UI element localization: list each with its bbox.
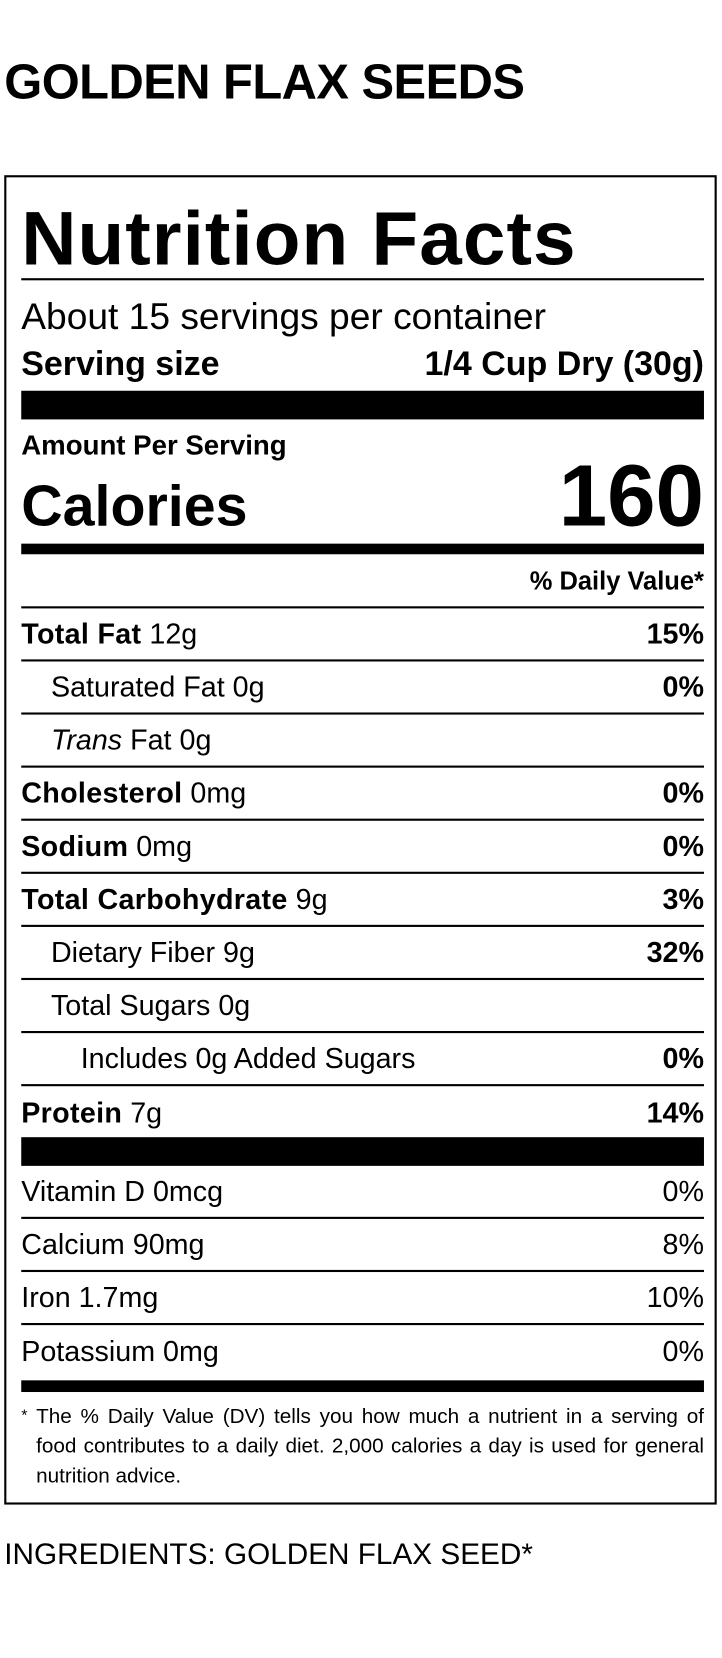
nutrient-label: Sodium 0mg: [21, 830, 192, 863]
vitamin-row: Iron 1.7mg 10%: [21, 1272, 704, 1326]
nutrient-label: Trans Fat 0g: [21, 724, 211, 757]
nutrient-label: Cholesterol 0mg: [21, 777, 246, 810]
medium-divider: [21, 1380, 704, 1393]
nutrient-label: Saturated Fat 0g: [21, 670, 265, 704]
nutrition-facts-heading: Nutrition Facts: [21, 196, 577, 282]
nutrient-amount: 12g: [149, 617, 198, 650]
nutrient-label: Dietary Fiber 9g: [21, 936, 255, 969]
nutrient-name-suffix: Fat: [130, 723, 172, 756]
nutrient-row: Total Sugars 0g: [21, 980, 704, 1034]
nutrient-name: Saturated Fat: [50, 670, 225, 703]
servings-per-container: About 15 servings per container: [21, 296, 546, 338]
footnote-text: The % Daily Value (DV) tells you how muc…: [36, 1404, 704, 1488]
product-title: GOLDEN FLAX SEEDS: [4, 54, 525, 110]
nutrient-name: Protein: [21, 1096, 123, 1129]
nutrient-amount: 0mg: [190, 776, 247, 809]
nutrient-row: Total Fat 12g 15%: [21, 608, 704, 662]
nutrient-amount: 0g: [179, 723, 212, 756]
nutrient-name: Sodium: [21, 829, 129, 862]
thick-divider: [21, 390, 704, 420]
nutrient-row: Total Carbohydrate 9g 3%: [21, 874, 704, 927]
vitamin-label: Vitamin D 0mcg: [21, 1174, 224, 1207]
nutrient-amount: 0g: [232, 670, 265, 703]
nutrient-daily-value: 3%: [662, 882, 704, 915]
nutrient-name: Includes 0g Added Sugars: [80, 1042, 416, 1075]
nutrient-amount: 7g: [130, 1096, 163, 1129]
serving-size-label: Serving size: [21, 344, 220, 383]
nutrient-daily-value: 0%: [662, 1042, 704, 1075]
footnote-marker: *: [21, 1406, 28, 1425]
vitamin-row: Vitamin D 0mcg 0%: [21, 1166, 704, 1219]
vitamin-label: Potassium 0mg: [21, 1335, 219, 1368]
nutrient-daily-value: 0%: [662, 670, 704, 703]
calories-value: 160: [558, 448, 704, 545]
nutrient-amount: 9g: [295, 882, 328, 915]
nutrient-name: Total Carbohydrate: [21, 882, 288, 915]
nutrient-amount: 0g: [218, 989, 251, 1021]
nutrient-name: Total Sugars: [50, 989, 211, 1021]
nutrient-amount: 0mg: [136, 829, 193, 862]
vitamin-daily-value: 10%: [646, 1281, 704, 1313]
vitamin-row: Potassium 0mg 0%: [21, 1325, 704, 1378]
serving-size-value: 1/4 Cup Dry (30g): [424, 344, 704, 383]
thick-divider: [21, 1137, 704, 1166]
medium-divider: [21, 543, 704, 555]
nutrient-label: Includes 0g Added Sugars: [21, 1042, 416, 1075]
amount-per-serving: Amount Per Serving: [21, 428, 287, 461]
nutrient-row: Cholesterol 0mg 0%: [21, 768, 704, 821]
divider: [21, 278, 704, 281]
nutrient-name: Dietary Fiber: [50, 935, 216, 968]
nutrient-amount: 9g: [223, 935, 255, 968]
serving-size-row: Serving size 1/4 Cup Dry (30g): [21, 343, 704, 383]
nutrient-daily-value: 14%: [646, 1096, 704, 1129]
vitamin-daily-value: 8%: [662, 1227, 704, 1260]
calories-label: Calories: [21, 474, 248, 539]
nutrient-row: Saturated Fat 0g 0%: [21, 662, 704, 715]
nutrient-row: Sodium 0mg 0%: [21, 821, 704, 874]
nutrient-row: Protein 7g 14%: [21, 1086, 704, 1139]
vitamin-label: Calcium 90mg: [21, 1227, 205, 1260]
nutrition-facts-label: Nutrition Facts About 15 servings per co…: [4, 175, 717, 1505]
vitamin-row: Calcium 90mg 8%: [21, 1219, 704, 1273]
nutrient-row: Trans Fat 0g: [21, 715, 704, 768]
nutrient-row: Includes 0g Added Sugars 0%: [21, 1033, 704, 1087]
footnote: * The % Daily Value (DV) tells you how m…: [21, 1402, 704, 1491]
nutrient-daily-value: 32%: [646, 935, 704, 968]
nutrient-daily-value: 0%: [662, 776, 704, 809]
nutrient-daily-value: 0%: [662, 829, 704, 862]
nutrient-name: Trans: [50, 723, 123, 756]
ingredients: INGREDIENTS: GOLDEN FLAX SEED*: [4, 1537, 533, 1571]
vitamin-daily-value: 0%: [662, 1335, 704, 1368]
nutrient-row: Dietary Fiber 9g 32%: [21, 927, 704, 981]
nutrient-name: Total Fat: [21, 617, 142, 650]
daily-value-header: % Daily Value*: [21, 564, 704, 609]
nutrient-label: Total Fat 12g: [21, 617, 197, 650]
vitamin-daily-value: 0%: [662, 1174, 704, 1207]
nutrient-daily-value: 15%: [646, 617, 704, 650]
nutrient-name: Cholesterol: [21, 776, 183, 809]
nutrient-label: Total Sugars 0g: [21, 989, 250, 1022]
calories-row: Calories 160: [21, 449, 704, 545]
vitamin-label: Iron 1.7mg: [21, 1281, 159, 1313]
nutrient-label: Protein 7g: [21, 1096, 162, 1129]
nutrient-label: Total Carbohydrate 9g: [21, 883, 327, 916]
